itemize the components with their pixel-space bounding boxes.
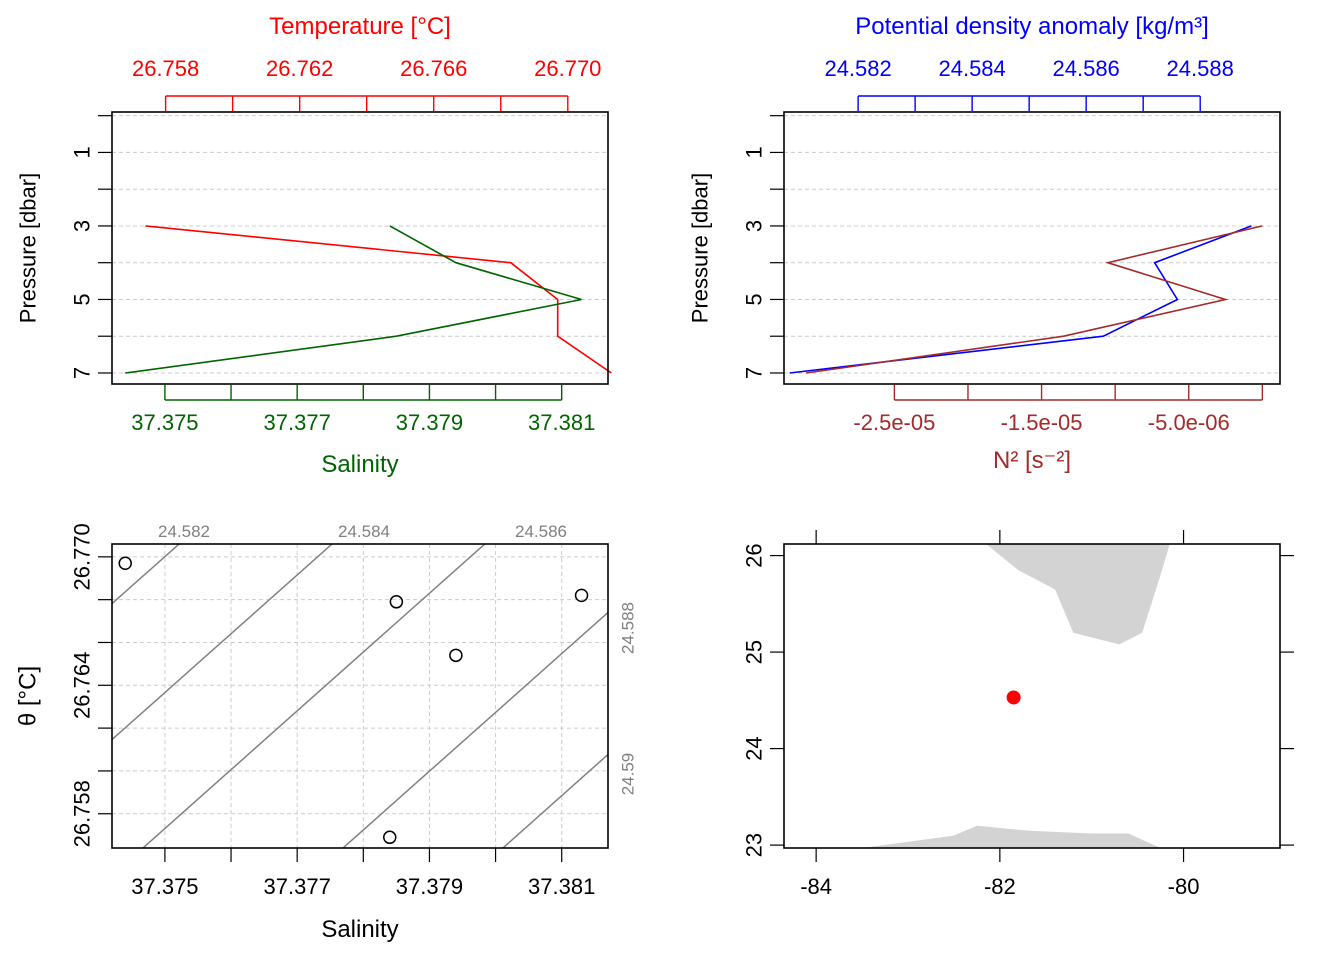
- ts-data-point: [449, 648, 463, 663]
- density-profile-bottom-tick-label: -5.0e-06: [1148, 410, 1230, 435]
- map-y-tick-label: 25: [742, 640, 767, 664]
- density-profile-series-0-line: [789, 225, 1252, 374]
- isopycnal-line: [341, 611, 608, 848]
- ts-data-point: [574, 588, 589, 603]
- ts-profile-series-0-line: [145, 225, 612, 374]
- station-marker: [1006, 690, 1021, 705]
- station-map-panel: -84 -82 -80 23 24 25 26: [742, 530, 1294, 899]
- ts-profile-y-tick-label: 7: [70, 367, 95, 379]
- ts-diagram-panel: 24.582 24.584 24.586 24.588 24.59 37.375 37.37…: [15, 522, 638, 943]
- isopycnal-label: 24.586: [515, 522, 567, 541]
- ts-profile-y-axis-title: Pressure [dbar]: [16, 173, 41, 323]
- density-profile-top-tick-label: 24.582: [824, 56, 891, 81]
- isopycnal-label: 24.59: [619, 753, 638, 796]
- ts-profile-bottom-tick-label: 37.375: [131, 410, 198, 435]
- isopycnal-label: 24.582: [158, 522, 210, 541]
- ts-profile-top-tick-label: 26.766: [400, 56, 467, 81]
- salinity-axis-title: Salinity: [321, 451, 398, 478]
- density-profile-y-tick-label: 1: [742, 146, 767, 158]
- isopycnal-line: [141, 544, 486, 848]
- isopycnal-line: [112, 544, 334, 741]
- ts-data-point: [389, 595, 404, 609]
- ts-diagram-frame: [111, 543, 609, 849]
- temperature-salinity-profile-panel: 1 3 5 7 Pressure [dbar] 26.758 26.762 26.766 26.…: [16, 13, 612, 478]
- density-profile-plot-frame: [783, 111, 1281, 385]
- ts-profile-y-tick-label: 3: [70, 220, 95, 232]
- ts-profile-top-tick-label: 26.758: [132, 56, 199, 81]
- isopycnal-line: [112, 544, 181, 605]
- ts-x-tick-label: 37.375: [131, 874, 198, 899]
- density-profile-top-tick-label: 24.584: [938, 56, 1005, 81]
- n2-axis-title: N² [s⁻²]: [993, 447, 1071, 474]
- density-profile-bottom-tick-label: -1.5e-05: [1001, 410, 1083, 435]
- density-profile-bottom-tick-label: -2.5e-05: [853, 410, 935, 435]
- density-profile-series-1-line: [805, 225, 1263, 374]
- ts-profile-bottom-tick-label: 37.381: [528, 410, 595, 435]
- density-profile-y-tick-label: 5: [742, 293, 767, 305]
- isopycnal-line: [501, 753, 608, 848]
- map-x-tick-label: -80: [1168, 874, 1200, 899]
- ts-profile-plot-frame: [111, 111, 609, 385]
- ts-data-point: [383, 830, 397, 845]
- isopycnal-label: 24.588: [619, 602, 638, 654]
- map-frame: [783, 543, 1281, 849]
- ts-y-axis-title: θ [°C]: [15, 666, 42, 726]
- ts-profile-series-1-line: [125, 225, 582, 374]
- ts-profile-y-tick-label: 1: [70, 146, 95, 158]
- map-x-tick-label: -84: [800, 874, 832, 899]
- map-y-tick-label: 26: [742, 543, 767, 567]
- map-y-tick-label: 23: [742, 833, 767, 857]
- density-profile-y-tick-label: 7: [742, 367, 767, 379]
- ts-profile-bottom-tick-label: 37.377: [264, 410, 331, 435]
- ts-x-tick-label: 37.379: [396, 874, 463, 899]
- ts-y-tick-label: 26.758: [70, 780, 95, 847]
- map-x-tick-label: -82: [984, 874, 1016, 899]
- density-profile-y-tick-label: 3: [742, 220, 767, 232]
- ts-x-tick-label: 37.381: [528, 874, 595, 899]
- density-axis-title: Potential density anomaly [kg/m³]: [855, 13, 1209, 40]
- map-y-tick-label: 24: [742, 736, 767, 760]
- ts-y-tick-label: 26.770: [70, 523, 95, 590]
- density-profile-y-axis-title: Pressure [dbar]: [688, 173, 713, 323]
- ts-profile-top-tick-label: 26.762: [266, 56, 333, 81]
- land-polygon: [862, 825, 1161, 848]
- land-polygon: [986, 544, 1170, 645]
- ts-profile-bottom-tick-label: 37.379: [396, 410, 463, 435]
- ts-data-point: [118, 556, 132, 571]
- ts-profile-top-tick-label: 26.770: [534, 56, 601, 81]
- density-n2-profile-panel: 1 3 5 7 Pressure [dbar] 24.582 24.584 24.586 24.…: [688, 13, 1281, 474]
- ts-x-tick-label: 37.377: [264, 874, 331, 899]
- isopycnal-label: 24.584: [338, 522, 390, 541]
- density-profile-top-tick-label: 24.588: [1167, 56, 1234, 81]
- density-profile-top-tick-label: 24.586: [1053, 56, 1120, 81]
- temperature-axis-title: Temperature [°C]: [269, 13, 451, 40]
- ts-profile-y-tick-label: 5: [70, 293, 95, 305]
- ts-x-axis-title: Salinity: [321, 916, 398, 943]
- ts-y-tick-label: 26.764: [70, 652, 95, 719]
